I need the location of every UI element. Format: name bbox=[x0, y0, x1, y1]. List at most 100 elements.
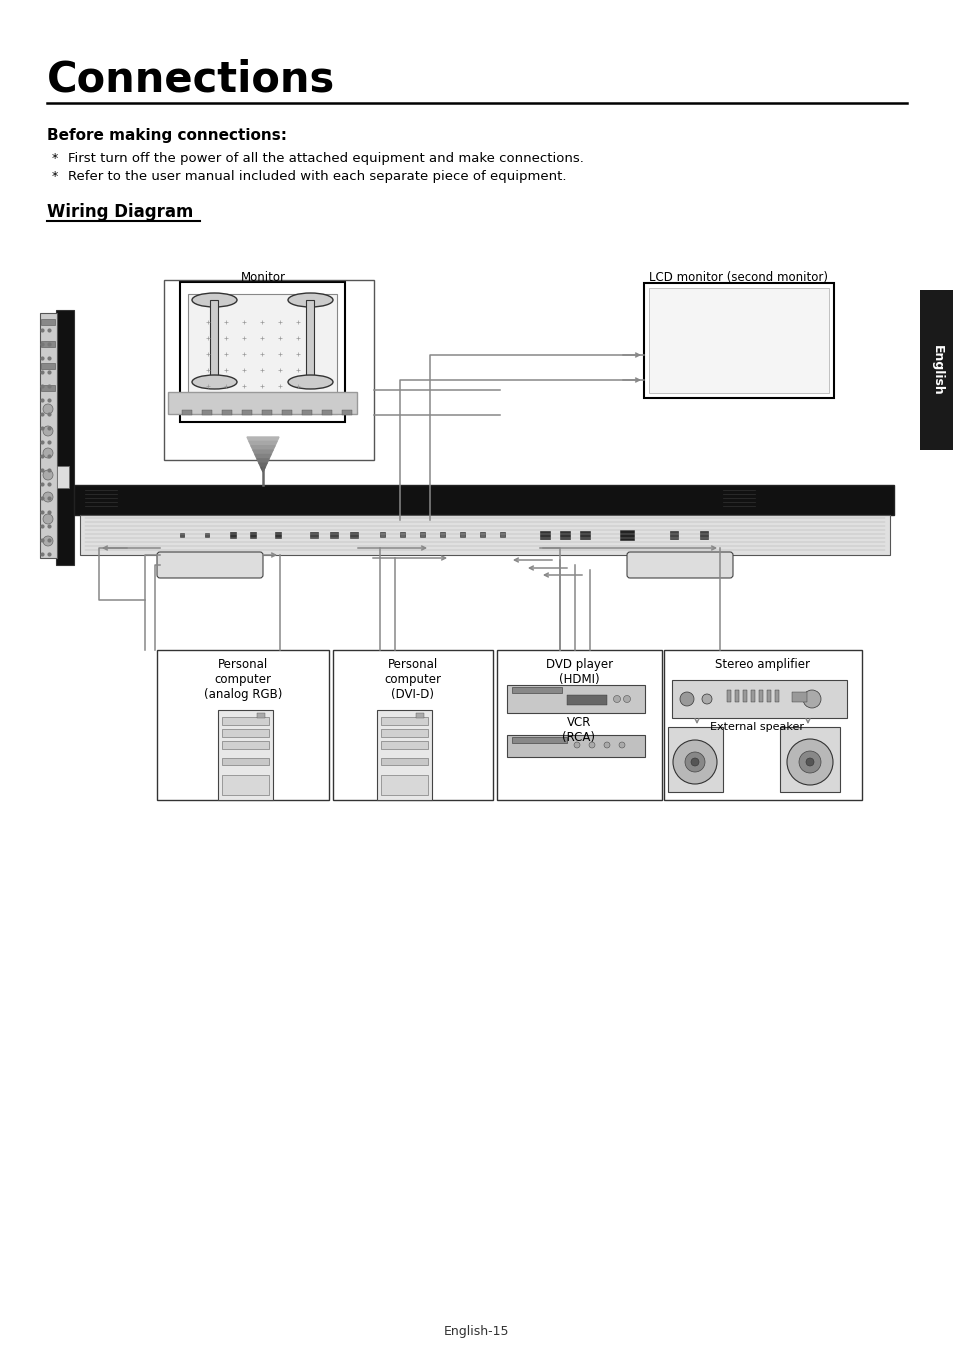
Bar bbox=[566, 694, 606, 705]
Bar bbox=[669, 531, 678, 539]
Bar bbox=[341, 409, 352, 415]
Bar bbox=[380, 758, 428, 765]
Bar bbox=[242, 409, 252, 415]
Bar bbox=[750, 690, 754, 703]
Bar bbox=[667, 727, 722, 792]
Text: LCD monitor (second monitor): LCD monitor (second monitor) bbox=[649, 272, 827, 284]
Circle shape bbox=[598, 696, 605, 703]
Bar bbox=[250, 532, 255, 538]
Bar bbox=[700, 531, 707, 539]
Circle shape bbox=[43, 404, 53, 413]
Bar bbox=[671, 680, 846, 717]
Bar bbox=[80, 515, 889, 555]
Circle shape bbox=[588, 742, 595, 748]
Circle shape bbox=[583, 696, 590, 703]
Circle shape bbox=[43, 492, 53, 503]
Circle shape bbox=[618, 742, 624, 748]
Bar bbox=[766, 690, 770, 703]
Bar bbox=[512, 738, 566, 743]
Text: External speaker: External speaker bbox=[709, 721, 803, 732]
Bar bbox=[302, 409, 312, 415]
Text: Connections: Connections bbox=[47, 58, 335, 100]
Circle shape bbox=[603, 742, 609, 748]
Bar bbox=[57, 466, 69, 488]
FancyBboxPatch shape bbox=[626, 553, 732, 578]
Bar bbox=[380, 775, 428, 794]
Text: Monitor: Monitor bbox=[240, 272, 285, 284]
Bar bbox=[416, 713, 423, 717]
Bar bbox=[350, 532, 357, 538]
Bar bbox=[780, 727, 840, 792]
Bar bbox=[919, 290, 953, 450]
Bar bbox=[379, 532, 385, 536]
Bar bbox=[506, 685, 644, 713]
Circle shape bbox=[802, 690, 821, 708]
Bar bbox=[506, 735, 644, 757]
Bar bbox=[41, 363, 55, 369]
Bar bbox=[56, 309, 74, 565]
Bar bbox=[774, 690, 779, 703]
Ellipse shape bbox=[288, 376, 333, 389]
Bar bbox=[230, 532, 235, 538]
Polygon shape bbox=[249, 442, 276, 446]
Text: English-15: English-15 bbox=[444, 1325, 509, 1337]
Bar bbox=[734, 690, 739, 703]
Bar bbox=[222, 717, 269, 725]
Bar bbox=[619, 530, 634, 540]
Bar bbox=[380, 740, 428, 748]
Bar bbox=[497, 650, 661, 800]
Bar bbox=[376, 711, 432, 800]
Bar bbox=[211, 300, 218, 377]
Bar bbox=[180, 282, 345, 422]
Bar bbox=[512, 688, 561, 693]
Text: Personal
computer
(analog RGB): Personal computer (analog RGB) bbox=[204, 658, 282, 701]
Text: Refer to the user manual included with each separate piece of equipment.: Refer to the user manual included with e… bbox=[68, 170, 566, 182]
Circle shape bbox=[43, 426, 53, 436]
Circle shape bbox=[701, 694, 711, 704]
Text: DVD player
(HDMI): DVD player (HDMI) bbox=[545, 658, 613, 686]
Bar bbox=[222, 409, 232, 415]
Bar bbox=[399, 532, 405, 536]
Bar bbox=[726, 690, 730, 703]
Bar bbox=[41, 319, 55, 326]
Polygon shape bbox=[253, 450, 273, 454]
Circle shape bbox=[43, 513, 53, 524]
Bar bbox=[205, 534, 209, 536]
Circle shape bbox=[799, 751, 821, 773]
Bar bbox=[791, 692, 806, 703]
Bar bbox=[559, 531, 569, 539]
Polygon shape bbox=[261, 467, 265, 471]
Bar bbox=[539, 531, 550, 539]
Text: Wiring Diagram: Wiring Diagram bbox=[47, 203, 193, 222]
Polygon shape bbox=[251, 446, 274, 450]
Circle shape bbox=[786, 739, 832, 785]
Bar bbox=[41, 385, 55, 390]
Bar bbox=[41, 340, 55, 347]
Bar bbox=[419, 532, 424, 536]
Bar bbox=[380, 717, 428, 725]
Bar bbox=[330, 532, 337, 538]
Text: Personal
computer
(DVI-D): Personal computer (DVI-D) bbox=[384, 658, 441, 701]
Bar bbox=[256, 713, 265, 717]
Bar bbox=[222, 775, 269, 794]
Bar bbox=[579, 531, 589, 539]
Text: VCR
(RCA): VCR (RCA) bbox=[562, 716, 595, 744]
Bar bbox=[202, 409, 212, 415]
Text: *: * bbox=[52, 170, 58, 182]
Polygon shape bbox=[256, 459, 269, 463]
Bar bbox=[40, 313, 57, 558]
Bar bbox=[322, 409, 332, 415]
Bar bbox=[742, 690, 746, 703]
Ellipse shape bbox=[288, 293, 333, 307]
Bar bbox=[759, 690, 762, 703]
Bar bbox=[459, 532, 464, 536]
Bar bbox=[439, 532, 444, 536]
Bar bbox=[222, 730, 269, 738]
Circle shape bbox=[805, 758, 813, 766]
Bar bbox=[188, 295, 336, 413]
Text: Stereo amplifier: Stereo amplifier bbox=[715, 658, 810, 671]
Circle shape bbox=[613, 696, 619, 703]
FancyBboxPatch shape bbox=[157, 553, 263, 578]
Ellipse shape bbox=[192, 376, 236, 389]
Bar bbox=[157, 650, 329, 800]
